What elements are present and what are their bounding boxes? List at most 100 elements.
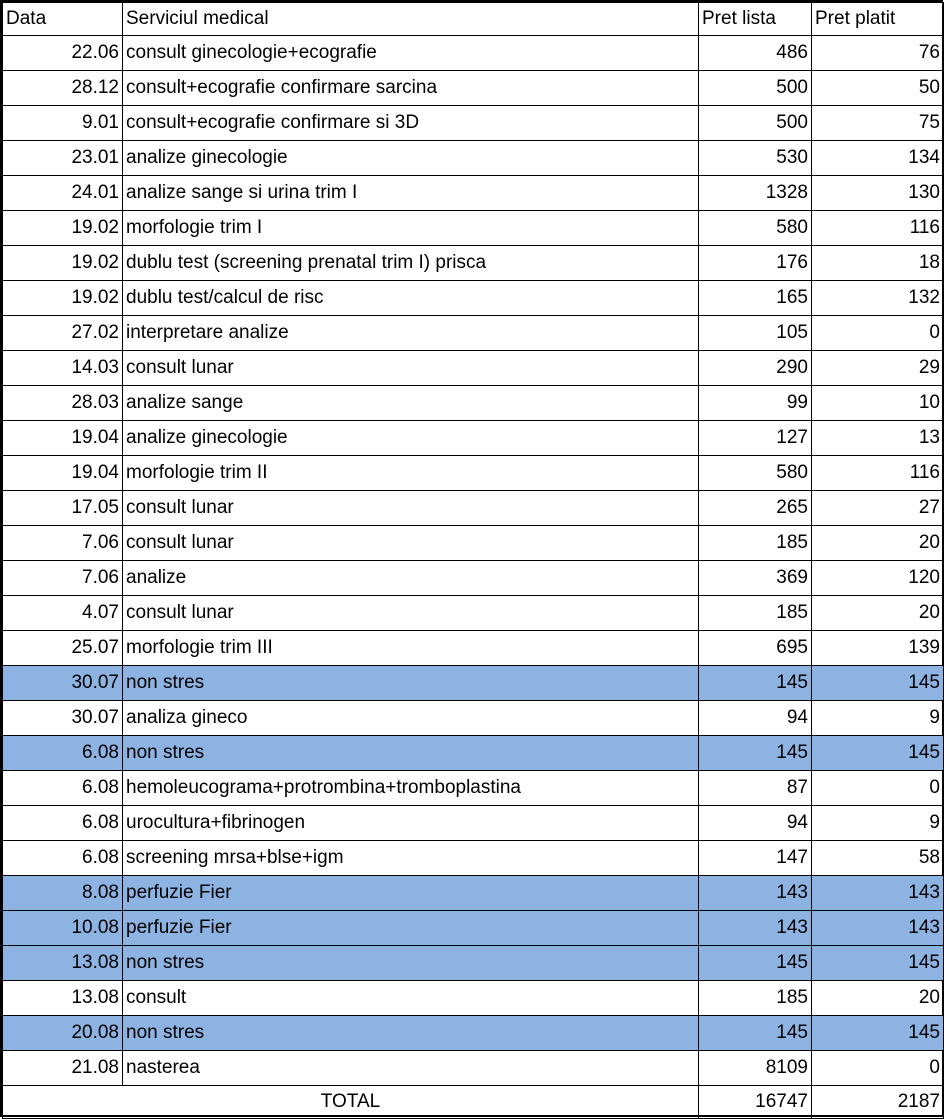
header-list-price[interactable]: Pret lista xyxy=(698,2,812,36)
cell-service[interactable]: interpretare analize xyxy=(122,315,699,351)
cell-list-price[interactable]: 185 xyxy=(698,980,812,1016)
cell-list-price[interactable]: 369 xyxy=(698,560,812,596)
cell-service[interactable]: morfologie trim II xyxy=(122,455,699,491)
cell-list-price[interactable]: 290 xyxy=(698,350,812,386)
cell-service[interactable]: urocultura+fibrinogen xyxy=(122,805,699,841)
total-label[interactable]: TOTAL xyxy=(2,1085,699,1119)
cell-list-price[interactable]: 185 xyxy=(698,595,812,631)
cell-date[interactable]: 8.08 xyxy=(2,875,123,911)
cell-paid-price[interactable]: 0 xyxy=(811,1050,944,1086)
cell-date[interactable]: 6.08 xyxy=(2,805,123,841)
cell-paid-price[interactable]: 20 xyxy=(811,980,944,1016)
cell-list-price[interactable]: 94 xyxy=(698,700,812,736)
cell-date[interactable]: 22.06 xyxy=(2,35,123,71)
cell-paid-price[interactable]: 20 xyxy=(811,525,944,561)
cell-paid-price[interactable]: 75 xyxy=(811,105,944,141)
cell-date[interactable]: 6.08 xyxy=(2,840,123,876)
cell-paid-price[interactable]: 130 xyxy=(811,175,944,211)
cell-paid-price[interactable]: 134 xyxy=(811,140,944,176)
cell-service[interactable]: consult lunar xyxy=(122,525,699,561)
cell-date[interactable]: 24.01 xyxy=(2,175,123,211)
cell-list-price[interactable]: 145 xyxy=(698,665,812,701)
cell-list-price[interactable]: 94 xyxy=(698,805,812,841)
cell-service[interactable]: analize sange si urina trim I xyxy=(122,175,699,211)
cell-service[interactable]: consult lunar xyxy=(122,490,699,526)
cell-paid-price[interactable]: 0 xyxy=(811,770,944,806)
cell-list-price[interactable]: 176 xyxy=(698,245,812,281)
cell-paid-price[interactable]: 9 xyxy=(811,700,944,736)
cell-service[interactable]: analize ginecologie xyxy=(122,420,699,456)
cell-service[interactable]: consult lunar xyxy=(122,350,699,386)
cell-paid-price[interactable]: 139 xyxy=(811,630,944,666)
cell-paid-price[interactable]: 27 xyxy=(811,490,944,526)
cell-paid-price[interactable]: 145 xyxy=(811,665,944,701)
cell-date[interactable]: 19.04 xyxy=(2,420,123,456)
cell-date[interactable]: 30.07 xyxy=(2,665,123,701)
cell-paid-price[interactable]: 50 xyxy=(811,70,944,106)
cell-service[interactable]: nasterea xyxy=(122,1050,699,1086)
cell-service[interactable]: dublu test/calcul de risc xyxy=(122,280,699,316)
cell-list-price[interactable]: 105 xyxy=(698,315,812,351)
cell-paid-price[interactable]: 120 xyxy=(811,560,944,596)
cell-paid-price[interactable]: 143 xyxy=(811,910,944,946)
cell-paid-price[interactable]: 9 xyxy=(811,805,944,841)
cell-list-price[interactable]: 147 xyxy=(698,840,812,876)
cell-service[interactable]: analize sange xyxy=(122,385,699,421)
cell-service[interactable]: consult ginecologie+ecografie xyxy=(122,35,699,71)
cell-paid-price[interactable]: 58 xyxy=(811,840,944,876)
cell-paid-price[interactable]: 116 xyxy=(811,210,944,246)
cell-paid-price[interactable]: 145 xyxy=(811,735,944,771)
cell-paid-price[interactable]: 13 xyxy=(811,420,944,456)
cell-date[interactable]: 19.02 xyxy=(2,280,123,316)
cell-list-price[interactable]: 580 xyxy=(698,210,812,246)
cell-list-price[interactable]: 145 xyxy=(698,1015,812,1051)
cell-date[interactable]: 19.02 xyxy=(2,245,123,281)
cell-paid-price[interactable]: 76 xyxy=(811,35,944,71)
cell-list-price[interactable]: 143 xyxy=(698,875,812,911)
total-paid-price[interactable]: 2187 xyxy=(811,1085,944,1119)
cell-list-price[interactable]: 530 xyxy=(698,140,812,176)
cell-date[interactable]: 9.01 xyxy=(2,105,123,141)
cell-date[interactable]: 19.04 xyxy=(2,455,123,491)
cell-service[interactable]: consult xyxy=(122,980,699,1016)
cell-date[interactable]: 20.08 xyxy=(2,1015,123,1051)
cell-service[interactable]: non stres xyxy=(122,735,699,771)
cell-paid-price[interactable]: 145 xyxy=(811,945,944,981)
header-paid-price[interactable]: Pret platit xyxy=(811,2,944,36)
cell-service[interactable]: perfuzie Fier xyxy=(122,910,699,946)
cell-date[interactable]: 6.08 xyxy=(2,770,123,806)
cell-date[interactable]: 23.01 xyxy=(2,140,123,176)
cell-paid-price[interactable]: 0 xyxy=(811,315,944,351)
cell-paid-price[interactable]: 143 xyxy=(811,875,944,911)
total-list-price[interactable]: 16747 xyxy=(698,1085,812,1119)
cell-list-price[interactable]: 185 xyxy=(698,525,812,561)
cell-list-price[interactable]: 165 xyxy=(698,280,812,316)
cell-date[interactable]: 6.08 xyxy=(2,735,123,771)
cell-date[interactable]: 13.08 xyxy=(2,980,123,1016)
cell-list-price[interactable]: 500 xyxy=(698,70,812,106)
cell-date[interactable]: 25.07 xyxy=(2,630,123,666)
cell-paid-price[interactable]: 18 xyxy=(811,245,944,281)
cell-date[interactable]: 13.08 xyxy=(2,945,123,981)
cell-service[interactable]: analize xyxy=(122,560,699,596)
cell-service[interactable]: consult+ecografie confirmare si 3D xyxy=(122,105,699,141)
cell-date[interactable]: 30.07 xyxy=(2,700,123,736)
cell-list-price[interactable]: 695 xyxy=(698,630,812,666)
cell-list-price[interactable]: 99 xyxy=(698,385,812,421)
cell-list-price[interactable]: 145 xyxy=(698,735,812,771)
cell-service[interactable]: consult+ecografie confirmare sarcina xyxy=(122,70,699,106)
cell-service[interactable]: non stres xyxy=(122,945,699,981)
header-date[interactable]: Data xyxy=(2,2,123,36)
cell-list-price[interactable]: 127 xyxy=(698,420,812,456)
cell-date[interactable]: 27.02 xyxy=(2,315,123,351)
cell-date[interactable]: 4.07 xyxy=(2,595,123,631)
cell-service[interactable]: consult lunar xyxy=(122,595,699,631)
cell-date[interactable]: 17.05 xyxy=(2,490,123,526)
cell-list-price[interactable]: 500 xyxy=(698,105,812,141)
cell-paid-price[interactable]: 145 xyxy=(811,1015,944,1051)
cell-service[interactable]: hemoleucograma+protrombina+tromboplastin… xyxy=(122,770,699,806)
cell-service[interactable]: analiza gineco xyxy=(122,700,699,736)
cell-list-price[interactable]: 265 xyxy=(698,490,812,526)
header-service[interactable]: Serviciul medical xyxy=(122,2,699,36)
cell-service[interactable]: non stres xyxy=(122,1015,699,1051)
